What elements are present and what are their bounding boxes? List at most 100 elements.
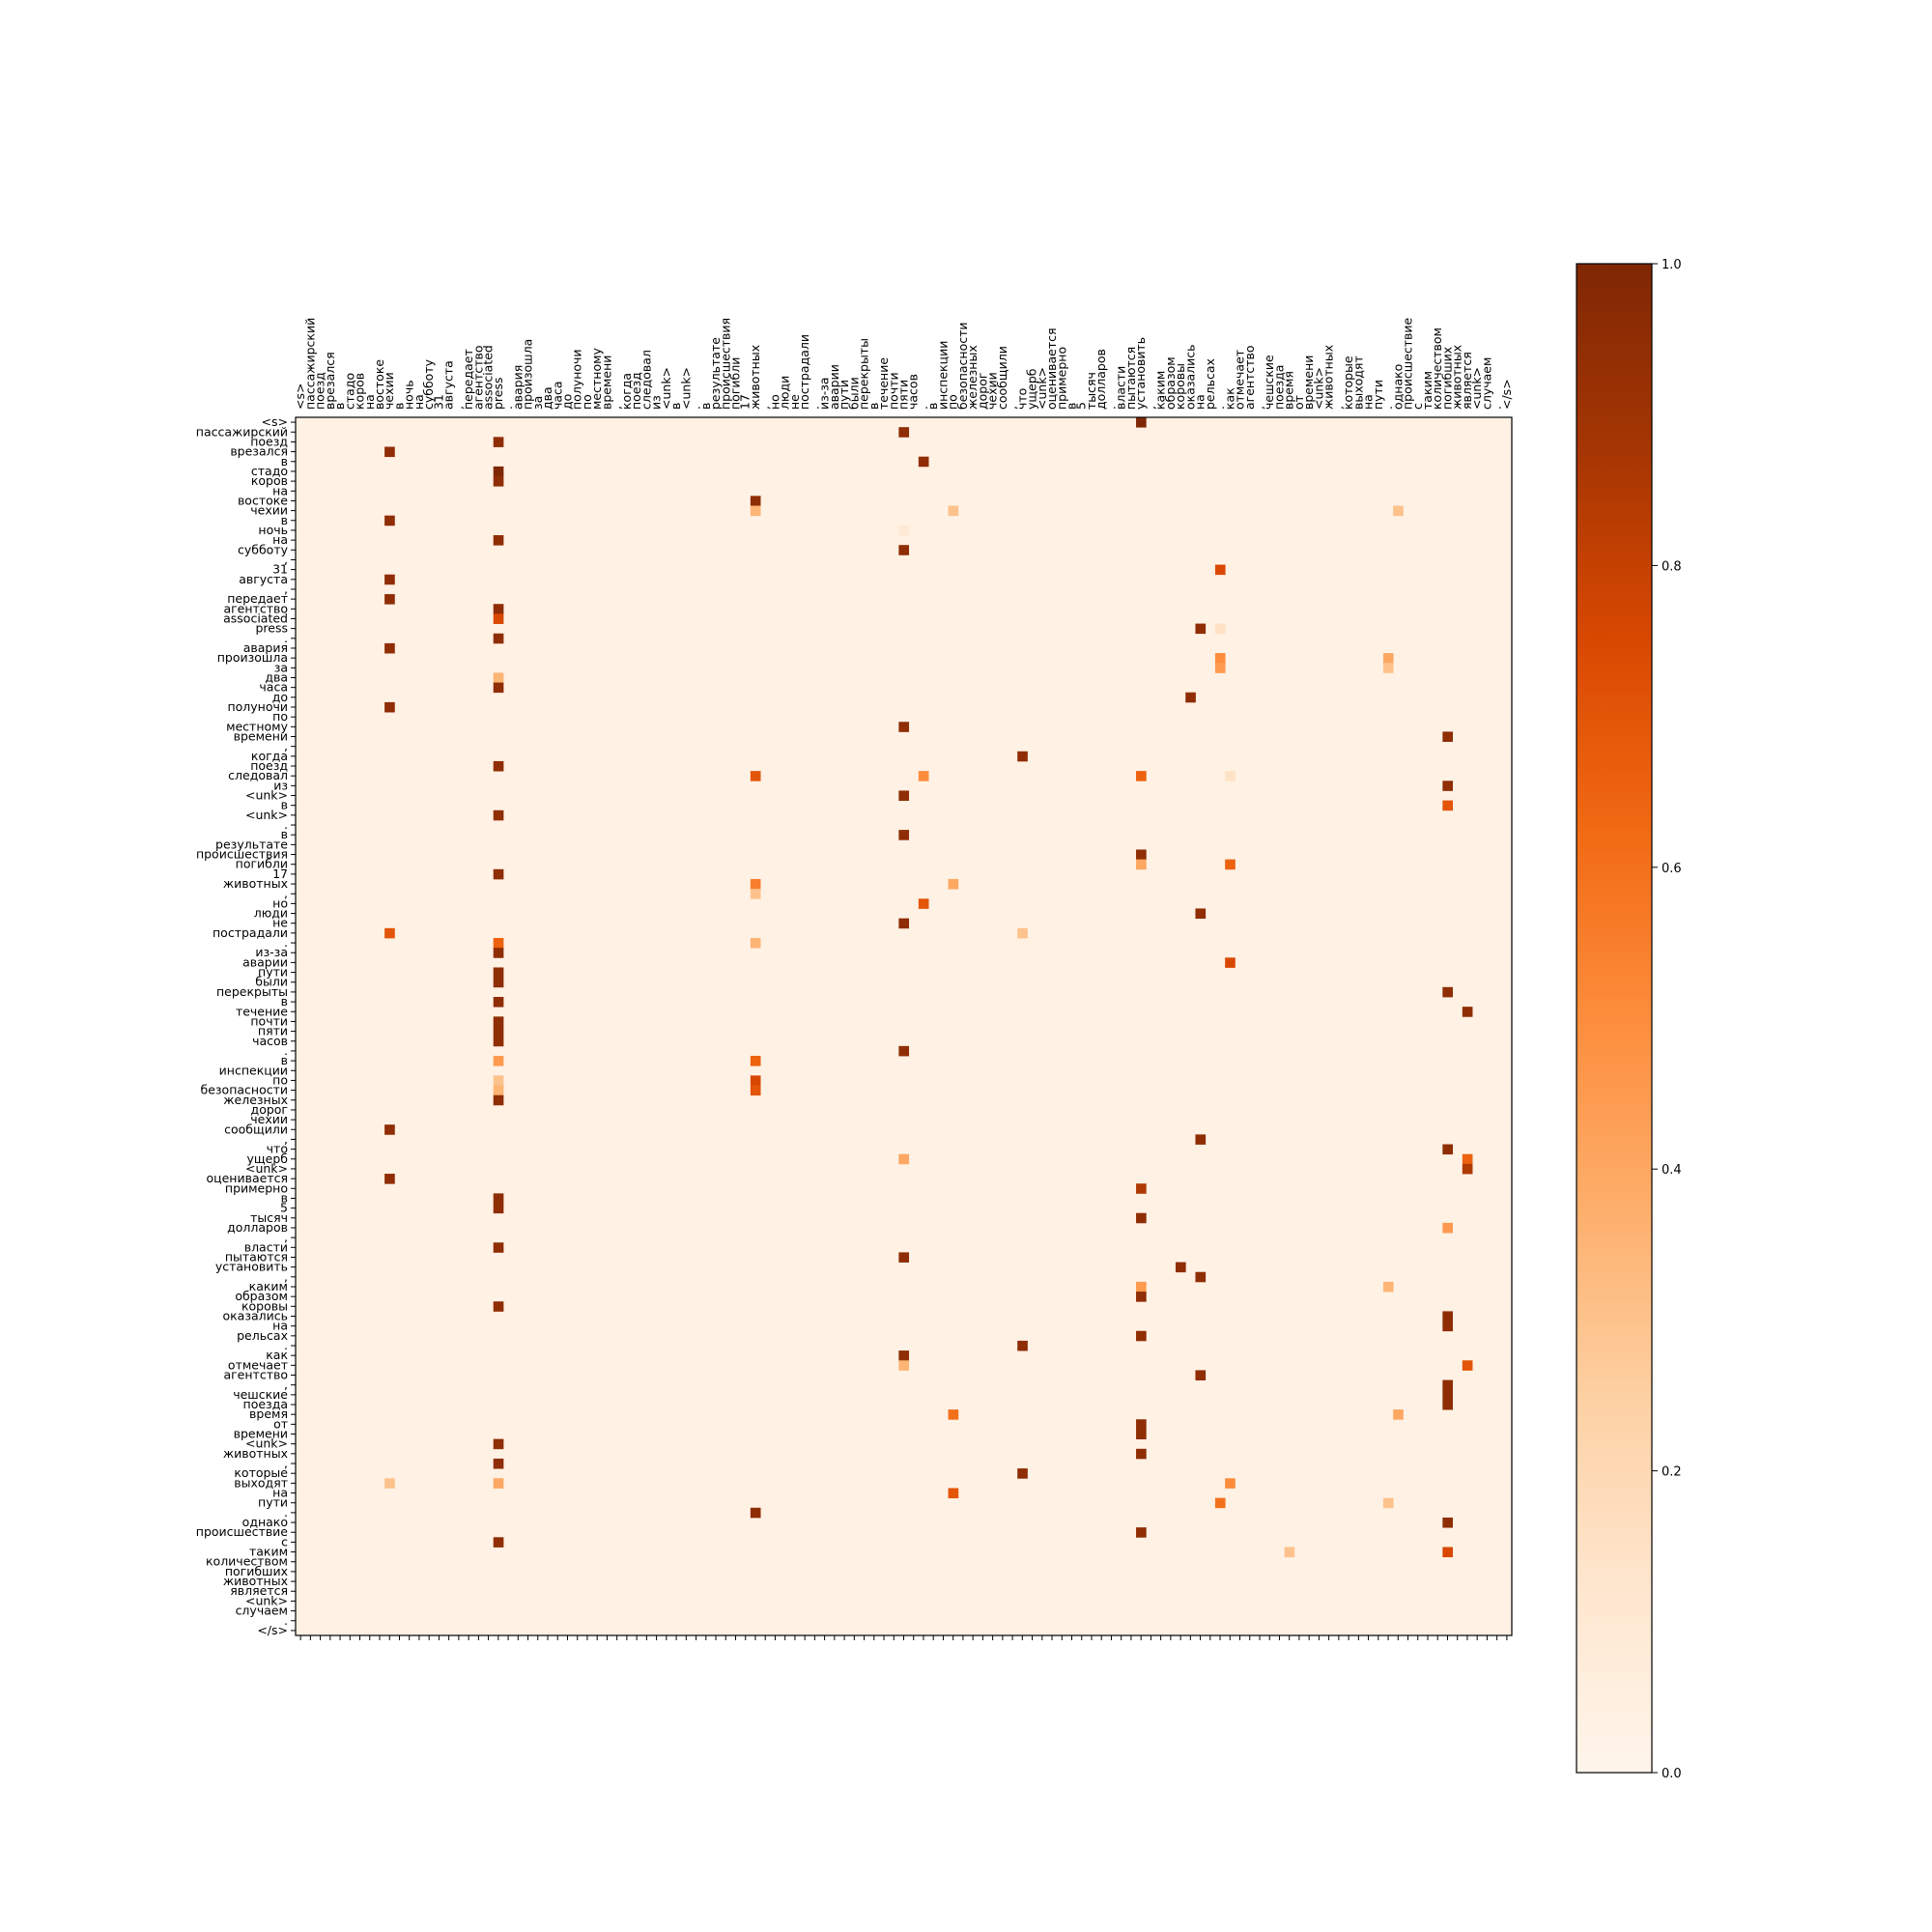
y-tick-label: . xyxy=(284,631,288,645)
heatmap-cell xyxy=(1136,1429,1147,1440)
heatmap-cell xyxy=(1136,1330,1147,1342)
y-tick-label: передает xyxy=(227,591,288,606)
x-tick-label: . xyxy=(500,406,515,410)
heatmap-cell xyxy=(1017,1468,1028,1479)
heatmap-cell xyxy=(1136,1281,1147,1293)
heatmap-cell xyxy=(493,476,504,487)
y-tick-label: <unk> xyxy=(245,1436,288,1451)
x-tick-label: врезался xyxy=(323,352,337,410)
heatmap-cell xyxy=(948,505,959,517)
y-tick-label: поезда xyxy=(243,1397,288,1411)
x-tick-label: агентство xyxy=(470,345,485,410)
y-tick-label: происшествие xyxy=(196,1524,289,1539)
heatmap-cell xyxy=(948,878,959,890)
y-tick-label: что xyxy=(267,1142,288,1156)
y-tick-label: . xyxy=(284,1505,288,1520)
x-tick-label: от xyxy=(1292,395,1306,410)
x-tick-label: <unk> xyxy=(659,367,673,410)
heatmap-cell xyxy=(1136,849,1147,861)
heatmap-cell xyxy=(1214,623,1226,635)
x-tick-label: чехии xyxy=(985,372,1000,410)
x-tick-label: , xyxy=(1005,406,1019,410)
x-tick-label: перекрыты xyxy=(857,338,871,410)
x-tick-label: августа xyxy=(441,360,456,410)
y-tick-label: железных xyxy=(223,1093,288,1107)
heatmap-cell xyxy=(493,977,504,988)
heatmap-cell xyxy=(493,1193,504,1204)
heatmap-cell xyxy=(918,898,929,909)
y-tick-label: , xyxy=(284,886,288,900)
heatmap-cell xyxy=(1442,1144,1453,1155)
x-tick-label: является xyxy=(1460,352,1474,410)
heatmap-cell xyxy=(384,1478,395,1489)
heatmap-cell xyxy=(493,1085,504,1096)
y-tick-label: полуночи xyxy=(227,699,288,714)
heatmap-cell xyxy=(1136,1183,1147,1194)
x-tick-label: два xyxy=(540,386,554,410)
heatmap-cell xyxy=(384,446,395,458)
heatmap-cell xyxy=(898,1045,910,1057)
x-tick-label: животных xyxy=(748,345,762,410)
heatmap-cell xyxy=(750,1507,761,1519)
heatmap-cell xyxy=(1195,1370,1207,1380)
heatmap-cell xyxy=(1393,1409,1404,1420)
heatmap-cell xyxy=(898,1360,910,1371)
heatmap-cell xyxy=(948,1488,959,1499)
y-tick-label: течение xyxy=(236,1004,288,1018)
x-tick-label: , xyxy=(610,406,624,410)
x-tick-label: <s> xyxy=(293,384,307,410)
y-tick-label: погибли xyxy=(236,857,288,871)
y-tick-label: пострадали xyxy=(213,925,288,940)
x-tick-label: оценивается xyxy=(1044,327,1059,410)
x-tick-label: выходят xyxy=(1350,355,1365,410)
y-tick-label: погибших xyxy=(225,1564,288,1578)
y-tick-label: 31 xyxy=(272,562,288,577)
y-tick-label: . xyxy=(284,1043,288,1058)
x-tick-label: пути xyxy=(1371,380,1385,410)
x-tick-label: сообщили xyxy=(995,346,1009,410)
x-tick-label: времени xyxy=(1301,355,1316,410)
y-tick-label: тысяч xyxy=(250,1210,288,1225)
heatmap-cell xyxy=(493,1056,504,1066)
heatmap-cell xyxy=(493,437,504,447)
heatmap-cell xyxy=(1393,505,1404,517)
y-tick-label: в xyxy=(281,513,288,527)
x-tick-label: тысяч xyxy=(1084,372,1098,410)
y-tick-label: коровы xyxy=(242,1298,288,1313)
x-tick-label: рельсах xyxy=(1203,358,1217,410)
heatmap-cell xyxy=(493,672,504,683)
x-tick-label: течение xyxy=(876,357,891,410)
x-tick-label: были xyxy=(846,377,861,410)
x-tick-label: с xyxy=(1410,403,1425,410)
x-tick-label: . xyxy=(807,406,821,410)
x-tick-label: в xyxy=(668,403,683,410)
heatmap-cell xyxy=(1442,1517,1453,1528)
heatmap-cell xyxy=(493,1478,504,1489)
heatmap-cell xyxy=(384,642,395,654)
heatmap-cell xyxy=(1442,986,1453,998)
heatmap-cell xyxy=(1442,1389,1453,1401)
y-tick-label: пути xyxy=(258,1495,288,1510)
x-tick-label: долларов xyxy=(1094,349,1108,410)
colorbar-gradient xyxy=(1576,263,1653,1774)
x-tick-label: поезда xyxy=(1271,365,1286,410)
x-tick-label: животных xyxy=(1450,345,1464,410)
y-tick-label: оценивается xyxy=(206,1171,288,1185)
heatmap-cell xyxy=(948,1409,959,1420)
x-tick-label: когда xyxy=(619,373,634,410)
heatmap-cell xyxy=(1442,1399,1453,1410)
heatmap-cell xyxy=(384,594,395,605)
x-tick-label: коров xyxy=(353,373,367,410)
heatmap-cell xyxy=(493,760,504,772)
x-tick-label: почти xyxy=(886,372,900,410)
x-tick-label: погибли xyxy=(727,357,742,410)
y-tick-label: стадо xyxy=(251,464,288,478)
x-tick-label: на xyxy=(362,394,377,410)
x-tick-label: передает xyxy=(461,349,475,410)
y-tick-label: поезд xyxy=(250,434,288,448)
heatmap-cell xyxy=(493,1203,504,1214)
heatmap-cell xyxy=(1225,771,1236,781)
y-tick-label: произошла xyxy=(217,650,288,665)
x-tick-label: таким xyxy=(1420,371,1435,410)
